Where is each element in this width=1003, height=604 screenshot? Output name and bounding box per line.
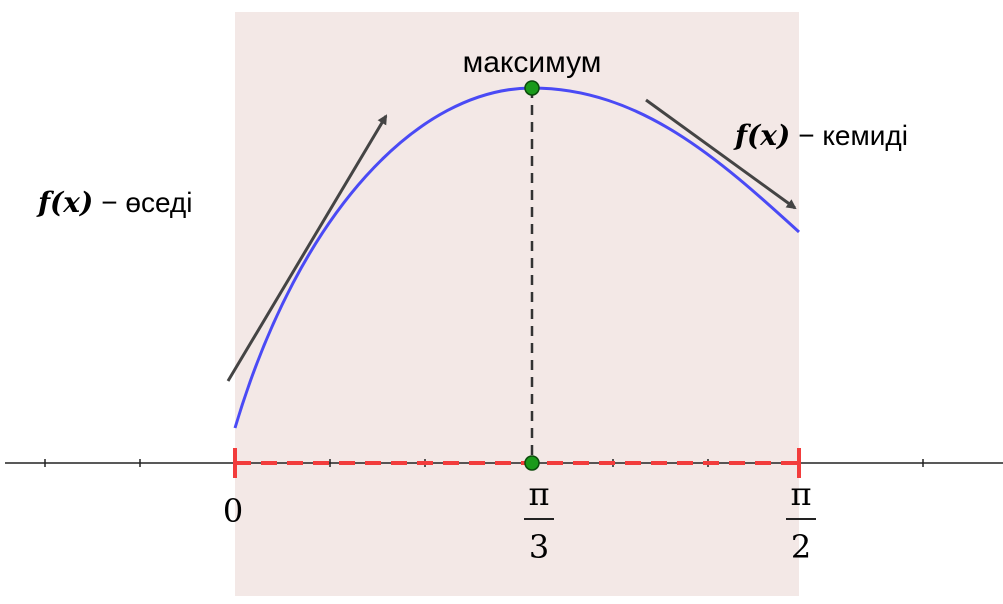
decreasing-label: f(x) − кемиді [733, 119, 908, 152]
increasing-text: − өседі [101, 187, 192, 218]
x-label-numerator: π [790, 475, 811, 513]
function-name: f(x) [733, 119, 790, 152]
max-label: максимум [463, 46, 602, 79]
decrease-arrow [645, 98, 797, 210]
x-label-denominator: 2 [791, 528, 811, 566]
increasing-label: f(x) − өседі [36, 186, 192, 219]
function-curve [233, 86, 801, 429]
increase-arrow [226, 114, 388, 382]
decreasing-text: − кемиді [798, 120, 908, 151]
x-label-numerator: π [528, 475, 549, 513]
function-name: f(x) [36, 186, 93, 219]
max-point [524, 80, 540, 96]
x-label-denominator: 3 [529, 528, 549, 566]
x-label: 0 [223, 492, 243, 530]
interval-background [235, 12, 799, 596]
max-x-point [524, 455, 540, 471]
